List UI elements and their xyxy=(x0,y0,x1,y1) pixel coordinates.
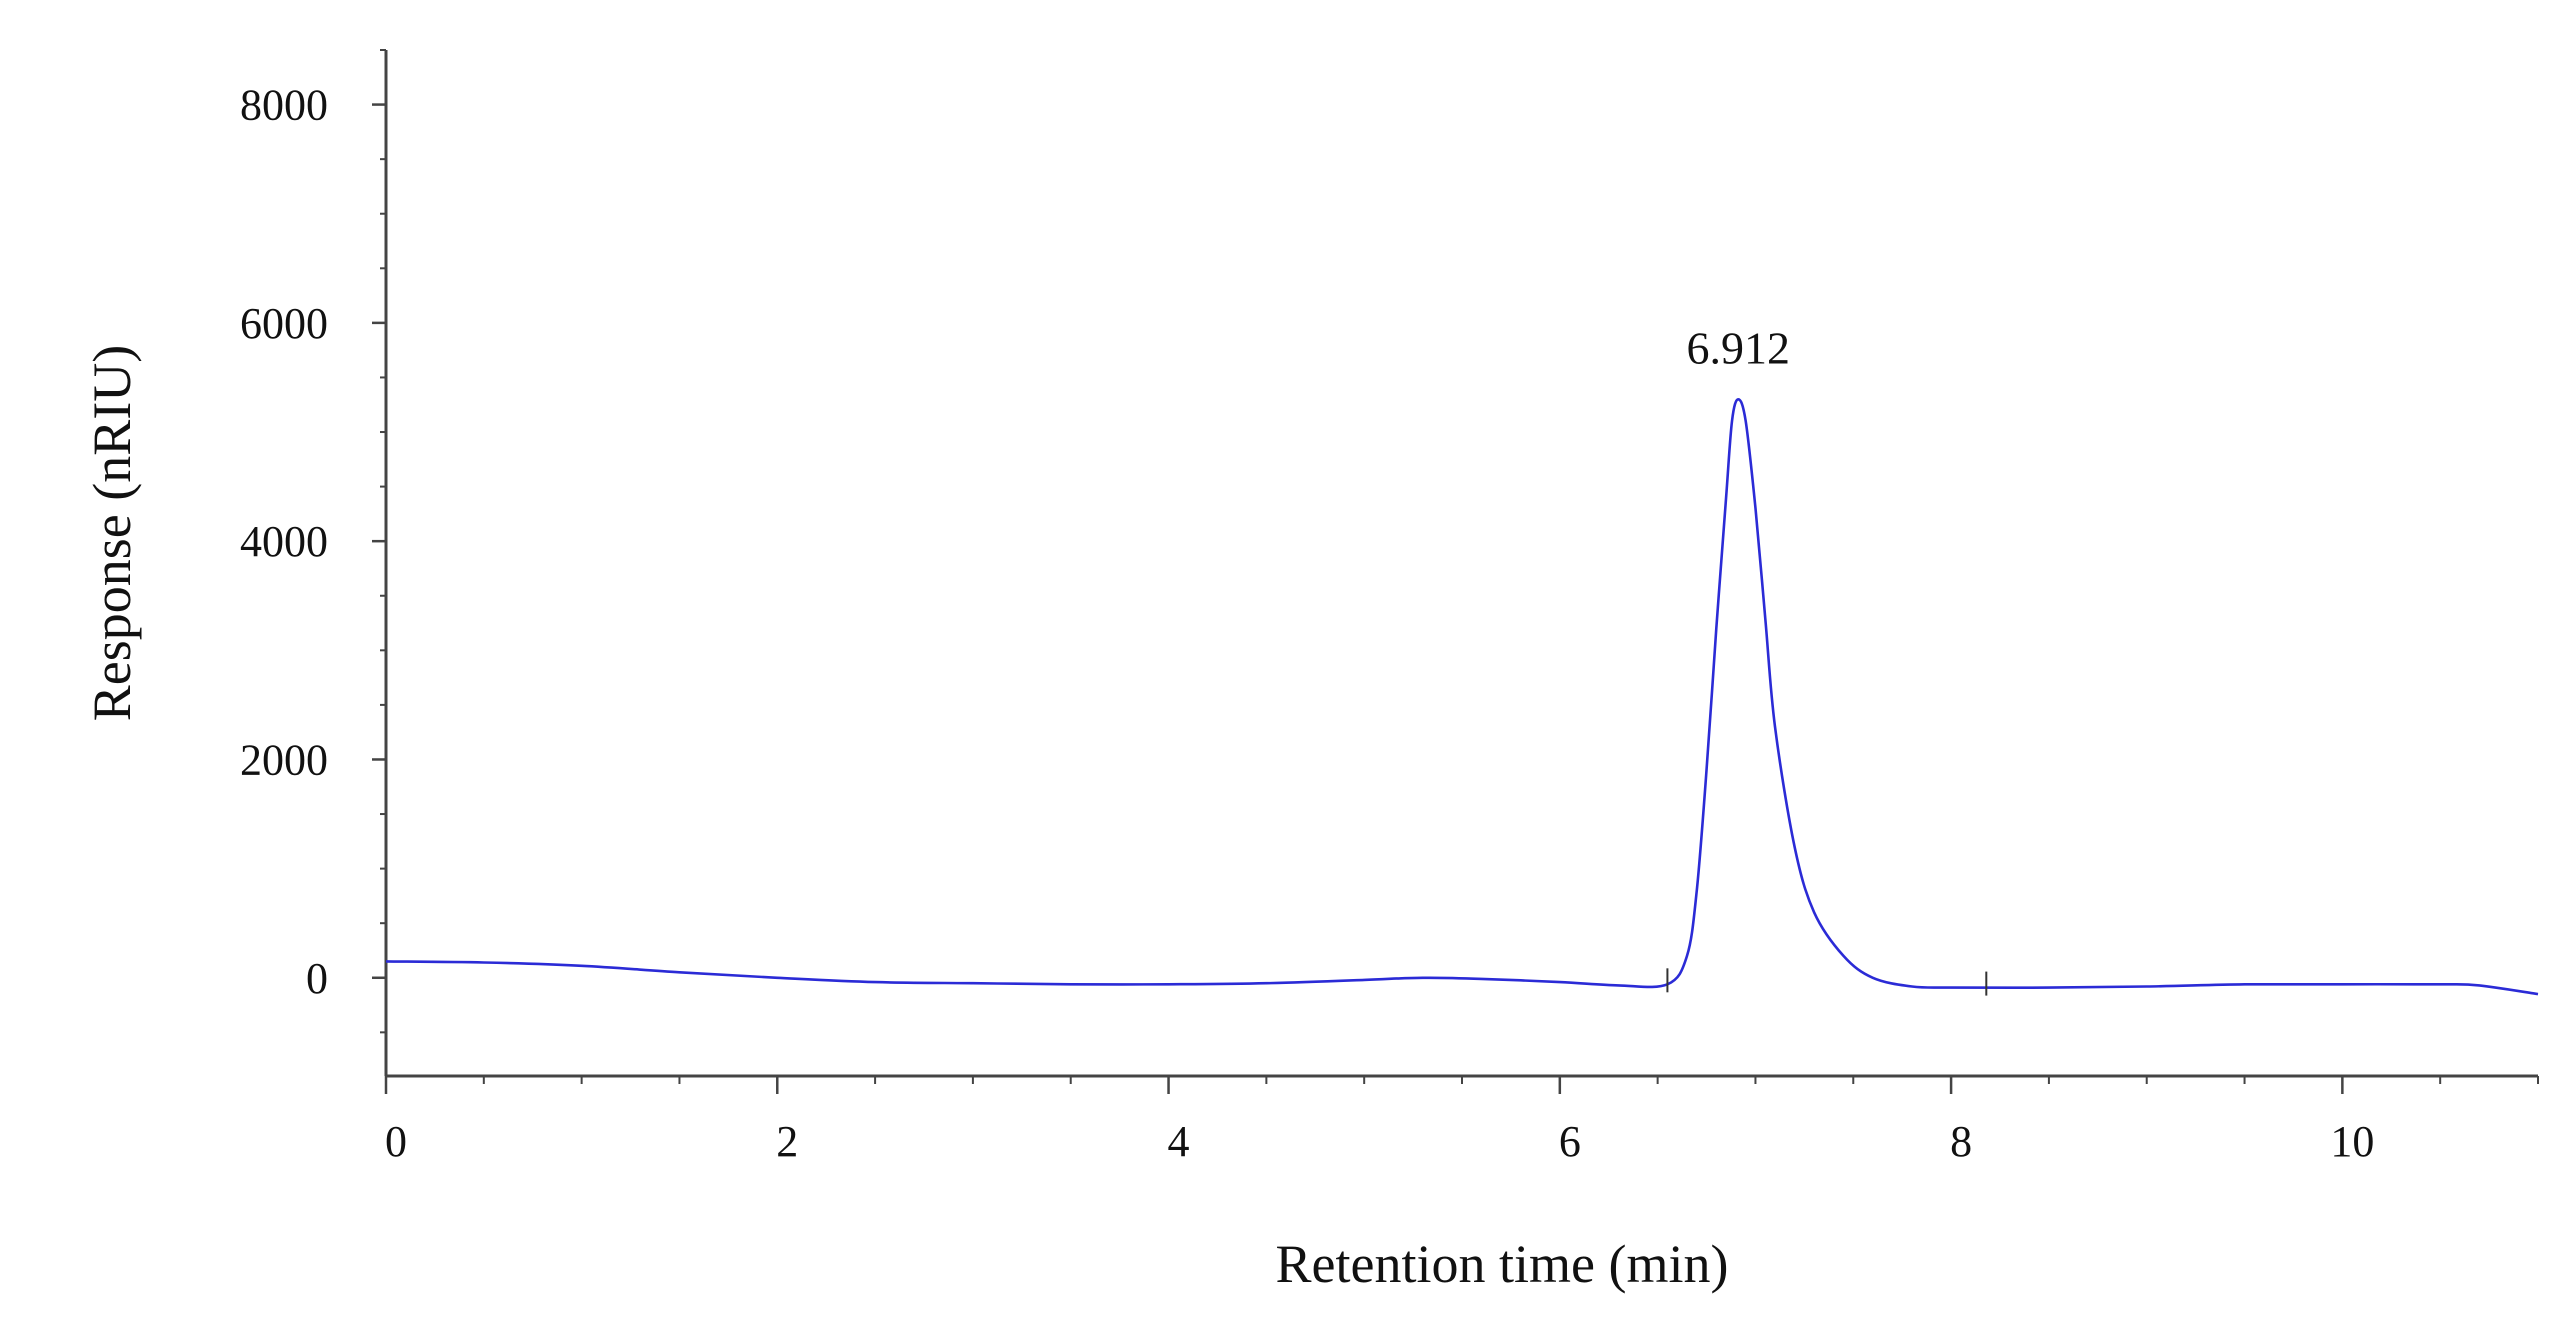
y-tick-label: 2000 xyxy=(240,735,328,784)
x-tick-label: 0 xyxy=(385,1117,407,1166)
x-axis-title: Retention time (min) xyxy=(1276,1234,1729,1294)
x-tick-label: 4 xyxy=(1168,1117,1190,1166)
y-tick-label: 4000 xyxy=(240,517,328,566)
y-tick-label: 8000 xyxy=(240,81,328,130)
x-tick-label: 10 xyxy=(2330,1117,2374,1166)
peak-label: 6.912 xyxy=(1686,322,1790,373)
x-tick-label: 2 xyxy=(776,1117,798,1166)
x-axis-ticks: 0 2 4 6 8 10 xyxy=(384,1076,2539,1166)
chromatogram-trace xyxy=(385,398,2539,996)
y-axis-title: Response (nRIU) xyxy=(82,345,142,721)
y-tick-label: 0 xyxy=(306,954,328,1003)
x-tick-label: 8 xyxy=(1950,1117,1972,1166)
y-tick-label: 6000 xyxy=(240,299,328,348)
x-tick-label: 6 xyxy=(1559,1117,1581,1166)
y-axis-ticks: 0 2000 4000 6000 8000 xyxy=(240,49,386,1034)
annotations: 6.912 xyxy=(1686,322,1790,373)
integration-marks xyxy=(1666,968,1988,996)
